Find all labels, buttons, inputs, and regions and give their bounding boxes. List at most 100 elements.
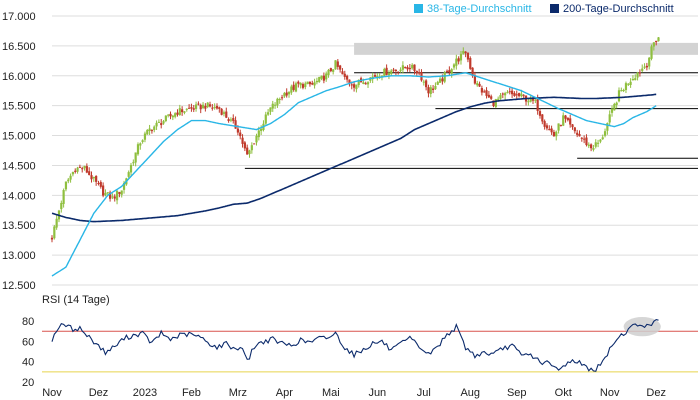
candle-body <box>408 67 411 70</box>
candle-body <box>631 78 635 81</box>
candle-body <box>466 52 470 60</box>
candle-body <box>473 75 477 84</box>
rsi-y-tick-label: 20 <box>22 377 34 389</box>
candle-body <box>315 80 319 83</box>
candle-body <box>178 108 181 116</box>
candle-body <box>478 83 481 87</box>
candle-body <box>229 119 233 121</box>
x-tick-label: Dez <box>89 387 109 399</box>
candle-body <box>520 93 523 97</box>
candle-body <box>462 50 465 54</box>
candle-body <box>511 90 514 95</box>
candle-body <box>318 76 321 82</box>
candle-body <box>506 92 509 94</box>
x-tick-label: Jun <box>368 387 386 399</box>
candle-body <box>185 108 188 110</box>
candle-body <box>243 142 246 149</box>
x-tick-label: 2023 <box>133 387 157 399</box>
x-tick-label: Okt <box>555 387 572 399</box>
candle-body <box>67 179 70 182</box>
candle-body <box>606 122 609 131</box>
ma38-line <box>51 72 657 277</box>
x-tick-label: Nov <box>42 387 62 399</box>
candle-body <box>366 82 370 85</box>
candle-body <box>183 111 186 113</box>
candle-body <box>464 51 467 54</box>
candle-body <box>313 82 316 86</box>
candle-body <box>120 190 123 195</box>
candle-body <box>655 40 658 43</box>
candle-body <box>308 81 312 85</box>
candle-body <box>294 83 298 92</box>
candle-body <box>218 107 221 109</box>
candle-body <box>332 69 335 72</box>
candle-body <box>559 124 562 126</box>
candle-body <box>483 91 486 93</box>
candle-body <box>239 132 242 137</box>
x-tick-label: Mrz <box>229 387 247 399</box>
candle-body <box>283 93 286 97</box>
candle-body <box>569 118 572 125</box>
candle-body <box>636 72 639 78</box>
candle-body <box>301 84 305 88</box>
candle-body <box>501 93 504 95</box>
candle-body <box>232 118 235 121</box>
candle-body <box>146 130 149 135</box>
candle-body <box>74 170 77 172</box>
candle-body <box>157 121 160 123</box>
candle-body <box>188 107 191 109</box>
candle-body <box>624 83 628 90</box>
price-y-tick-label: 16.000 <box>2 71 36 83</box>
resistance-zone-band <box>354 42 698 55</box>
candle-body <box>348 79 351 84</box>
candle-body <box>422 81 425 83</box>
candle-body <box>394 70 398 72</box>
candle-body <box>99 182 102 187</box>
candle-body <box>104 192 107 196</box>
candle-body <box>143 133 147 140</box>
candle-body <box>215 105 219 109</box>
candle-body <box>174 113 177 117</box>
candle-body <box>387 73 391 76</box>
candle-body <box>81 168 84 170</box>
candle-body <box>564 115 567 119</box>
candle-body <box>176 112 179 115</box>
candle-body <box>436 81 439 85</box>
candle-body <box>627 83 630 85</box>
candle-body <box>443 72 446 82</box>
candle-body <box>71 172 75 175</box>
candle-body <box>490 96 493 99</box>
legend-label-ma200: 200-Tage-Durchschnitt <box>563 3 674 15</box>
candle-body <box>585 137 588 146</box>
candle-body <box>234 120 237 129</box>
candle-body <box>622 89 625 91</box>
candle-body <box>148 128 151 131</box>
candle-body <box>53 226 56 239</box>
rsi-y-tick-label: 60 <box>22 336 34 348</box>
x-tick-label: Feb <box>182 387 201 399</box>
candle-body <box>469 58 472 69</box>
candle-body <box>594 142 597 147</box>
candle-body <box>241 137 244 144</box>
candle-body <box>62 190 65 204</box>
candle-body <box>192 108 195 110</box>
candle-body <box>413 64 416 71</box>
candle-body <box>541 114 544 122</box>
candle-body <box>267 112 270 115</box>
candle-body <box>643 66 646 68</box>
candle-body <box>264 114 267 124</box>
candle-body <box>246 147 249 155</box>
candle-body <box>603 131 607 136</box>
candle-body <box>517 93 521 97</box>
candle-body <box>485 90 488 96</box>
candle-body <box>392 69 395 71</box>
candle-body <box>341 71 344 75</box>
rsi-panel <box>42 317 698 373</box>
candle-body <box>95 175 98 182</box>
candle-body <box>357 79 360 86</box>
candlestick-series <box>50 37 660 243</box>
candle-body <box>596 142 600 144</box>
candle-body <box>380 75 384 77</box>
candle-body <box>657 37 660 42</box>
candle-body <box>508 91 511 93</box>
